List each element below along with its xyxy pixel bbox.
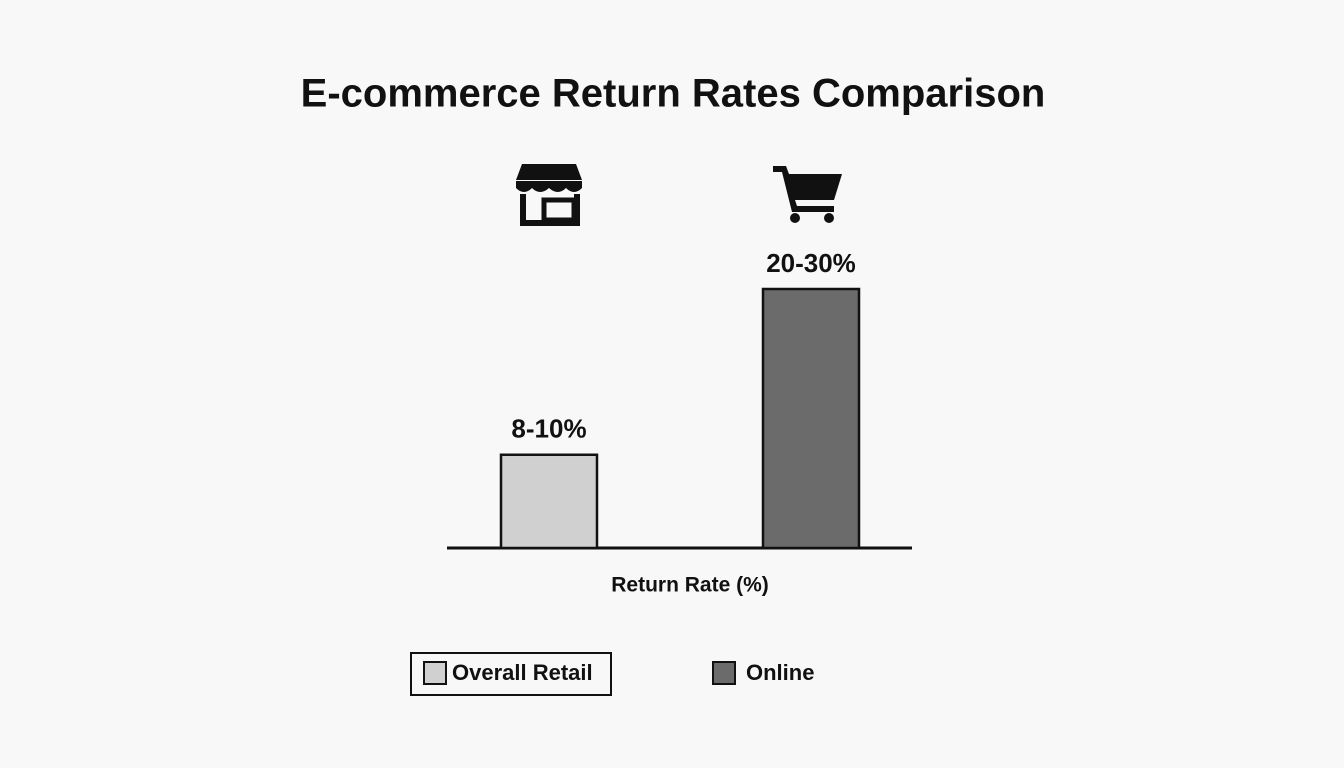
chart-title: E-commerce Return Rates Comparison (301, 72, 1046, 116)
bar (761, 287, 861, 550)
store-icon (516, 164, 582, 226)
cart-icon (773, 166, 842, 223)
bar (499, 453, 599, 550)
value-label: 8-10% (511, 414, 586, 444)
legend-swatch (423, 661, 447, 685)
x-axis-label: Return Rate (%) (611, 574, 769, 597)
legend-swatch (712, 661, 736, 685)
legend-label: Overall Retail (452, 660, 593, 685)
legend-label: Online (746, 660, 814, 685)
legend-highlight (410, 652, 612, 696)
value-label: 20-30% (766, 248, 856, 278)
